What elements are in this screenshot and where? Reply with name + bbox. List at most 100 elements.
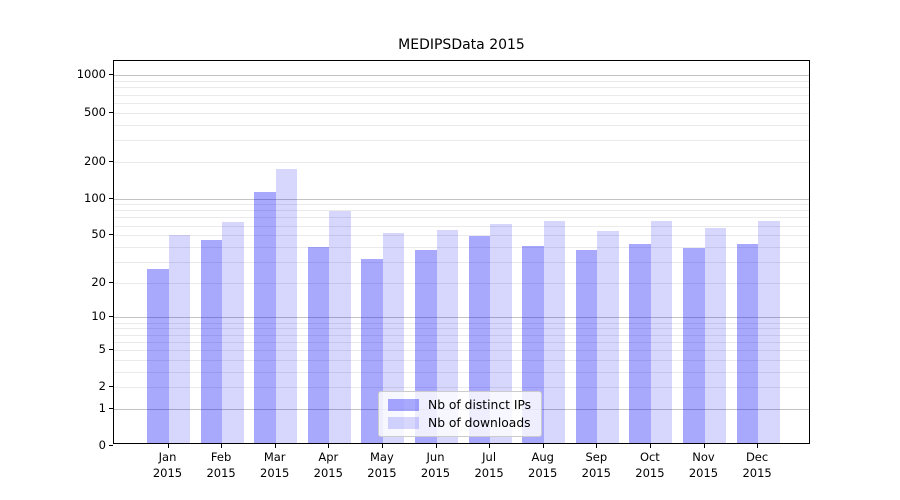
x-tick-mark xyxy=(757,444,759,448)
x-tick-year: 2015 xyxy=(152,465,183,480)
x-tick-mark xyxy=(221,444,223,448)
x-tick-label: Jun 2015 xyxy=(409,450,463,481)
bar-distinct-ips-may xyxy=(361,258,383,443)
grid-line-major xyxy=(114,75,809,77)
grid-line-minor xyxy=(114,261,809,263)
bar-distinct-ips-dec xyxy=(736,244,759,443)
x-tick-month: Jul xyxy=(482,450,497,464)
bar-distinct-ips-sep xyxy=(575,249,598,443)
x-tick-month: Nov xyxy=(692,450,715,464)
x-tick-year: 2015 xyxy=(635,465,665,480)
x-tick-mark xyxy=(435,444,437,448)
x-tick-label: Apr 2015 xyxy=(301,450,355,481)
bar-distinct-ips-nov xyxy=(683,248,705,443)
x-tick-mark xyxy=(542,444,544,448)
bar-downloads-jul xyxy=(490,223,512,443)
x-tick-mark xyxy=(649,444,651,448)
x-tick-month: Sep xyxy=(585,450,608,464)
y-tick-mark xyxy=(109,407,113,409)
bar-distinct-ips-oct xyxy=(629,244,651,443)
legend: Nb of distinct IPs Nb of downloads xyxy=(378,391,543,437)
grid-line-minor xyxy=(114,87,809,89)
grid-line-minor xyxy=(114,225,809,227)
y-tick-label: 20 xyxy=(91,274,106,289)
x-tick-month: Apr xyxy=(318,450,339,464)
bar-distinct-ips-jan xyxy=(147,269,169,443)
y-tick-mark xyxy=(109,74,113,76)
grid-line-minor xyxy=(114,112,809,114)
chart-title: MEDIPSData 2015 xyxy=(398,37,525,53)
grid-line-minor xyxy=(114,334,809,336)
x-tick-month: Dec xyxy=(745,450,769,464)
y-tick-mark xyxy=(109,234,113,236)
bar-distinct-ips-apr xyxy=(307,246,330,443)
x-tick-label: Aug 2015 xyxy=(516,450,570,481)
bar-distinct-ips-feb xyxy=(200,239,223,443)
grid-line-minor xyxy=(114,371,809,373)
x-tick-label: Oct 2015 xyxy=(623,450,677,481)
grid-line-minor xyxy=(114,328,809,330)
legend-entry-distinct-ips: Nb of distinct IPs xyxy=(388,398,531,412)
y-tick-label: 10 xyxy=(91,309,106,324)
y-tick-label: 0 xyxy=(98,438,106,452)
bars-layer xyxy=(114,61,809,443)
grid-line-major xyxy=(114,317,809,319)
x-tick-year: 2015 xyxy=(742,465,772,480)
y-tick-label: 50 xyxy=(91,227,106,242)
bar-downloads-nov xyxy=(704,228,726,443)
x-tick-month: May xyxy=(370,450,394,464)
grid-line-minor xyxy=(114,161,809,163)
bar-downloads-feb xyxy=(222,222,244,443)
legend-label-downloads: Nb of downloads xyxy=(428,416,531,430)
y-tick-mark xyxy=(109,445,113,446)
x-tick-mark xyxy=(167,444,169,448)
bar-downloads-jan xyxy=(168,235,190,443)
legend-swatch-distinct-ips xyxy=(388,399,419,411)
y-tick-label: 1000 xyxy=(76,67,106,82)
bar-downloads-aug xyxy=(543,221,566,443)
legend-entry-downloads: Nb of downloads xyxy=(388,416,531,430)
x-tick-year: 2015 xyxy=(420,465,451,480)
x-tick-mark xyxy=(703,444,705,448)
grid-line-minor xyxy=(114,246,809,248)
grid-line-major xyxy=(114,198,809,200)
x-tick-year: 2015 xyxy=(581,465,611,480)
x-tick-year: 2015 xyxy=(313,465,343,480)
bar-downloads-jun xyxy=(436,230,458,443)
grid-line-minor xyxy=(114,235,809,237)
x-tick-year: 2015 xyxy=(206,465,236,480)
y-tick-mark xyxy=(109,160,113,162)
grid-line-minor xyxy=(114,139,809,141)
grid-line-minor xyxy=(114,81,809,83)
x-tick-label: Nov 2015 xyxy=(677,450,731,481)
x-tick-year: 2015 xyxy=(688,465,719,480)
grid-line-minor xyxy=(114,282,809,284)
y-tick-label: 500 xyxy=(84,104,106,119)
grid-line-minor xyxy=(114,359,809,361)
y-tick-label: 2 xyxy=(98,379,106,394)
y-tick-label: 1 xyxy=(98,400,106,415)
y-tick-label: 100 xyxy=(84,190,106,205)
x-tick-mark xyxy=(328,444,330,448)
grid-line-minor xyxy=(114,387,809,389)
grid-line-minor xyxy=(114,204,809,206)
y-tick-mark xyxy=(109,111,113,113)
x-tick-month: Jun xyxy=(426,450,445,464)
x-tick-mark xyxy=(596,444,598,448)
x-tick-label: Sep 2015 xyxy=(569,450,623,481)
x-tick-month: Feb xyxy=(210,450,232,464)
x-tick-year: 2015 xyxy=(260,465,290,480)
bar-distinct-ips-mar xyxy=(254,192,276,443)
grid-line-minor xyxy=(114,210,809,212)
x-tick-mark xyxy=(489,444,491,448)
y-tick-label: 200 xyxy=(84,153,106,168)
x-tick-label: Jul 2015 xyxy=(462,450,516,481)
plot-area: Nb of distinct IPs Nb of downloads xyxy=(113,60,810,444)
bar-downloads-sep xyxy=(597,231,619,443)
x-tick-year: 2015 xyxy=(474,465,504,480)
bar-downloads-dec xyxy=(758,221,780,443)
x-tick-label: Mar 2015 xyxy=(248,450,302,481)
x-tick-label: May 2015 xyxy=(355,450,409,481)
legend-label-distinct-ips: Nb of distinct IPs xyxy=(428,398,532,412)
